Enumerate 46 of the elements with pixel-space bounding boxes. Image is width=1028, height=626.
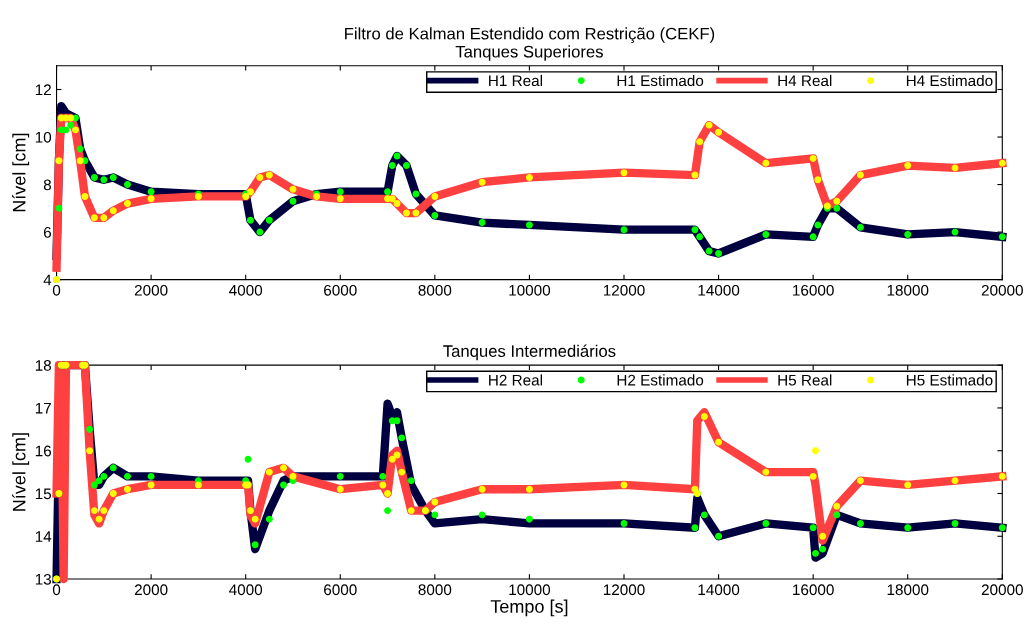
y-tick-label: 10 [35,131,52,143]
y-tick-label: 17 [35,402,51,414]
legend-label: H1 Real [489,74,543,87]
x-tick-label: 20000 [981,584,1023,596]
y-axis-title: Nível [cm] [12,433,30,511]
y-tick-label: 18 [35,360,52,371]
x-tick-label: 4000 [229,284,263,296]
x-tick-label: 0 [52,284,61,296]
y-axis-title: Nível [cm] [12,133,30,212]
x-tick-label: 10000 [509,284,551,296]
x-tick-label: 16000 [793,584,834,596]
x-tick-label: 12000 [603,284,645,296]
legend-label: H5 Estimado [906,374,993,386]
x-tick-label: 8000 [418,284,452,296]
legend-label: H1 Estimado [617,74,704,87]
x-tick-label: 14000 [698,284,740,296]
x-tick-label: 6000 [324,584,357,596]
x-tick-label: 10000 [509,584,551,596]
x-axis-title: Tempo [s] [490,599,568,617]
x-tick-label: 4000 [229,584,263,596]
x-tick-label: 20000 [981,284,1023,296]
legend-label: H2 Estimado [617,374,704,386]
legend-label: H4 Estimado [906,74,993,87]
x-tick-label: 16000 [793,284,834,296]
y-tick-label: 13 [35,573,52,585]
x-tick-label: 2000 [134,284,168,296]
y-tick-label: 16 [35,445,52,457]
legend-label: H4 Real [778,74,832,87]
y-tick-label: 8 [43,179,52,191]
x-tick-label: 8000 [418,584,452,596]
x-tick-label: 2000 [134,584,168,596]
legend-label: H5 Real [778,374,832,386]
y-tick-label: 4 [43,274,52,286]
x-tick-label: 6000 [324,284,357,296]
x-tick-label: 0 [52,584,61,596]
y-tick-label: 15 [35,488,52,500]
y-tick-label: 14 [35,531,52,542]
legend-label: H2 Real [489,374,543,386]
y-tick-label: 12 [35,84,51,96]
y-tick-label: 6 [43,226,52,238]
x-tick-label: 14000 [698,584,740,596]
x-tick-label: 12000 [603,584,645,596]
x-tick-label: 18000 [887,284,929,296]
x-tick-label: 18000 [887,584,929,596]
chart-title: Tanques Intermediários [443,344,616,361]
chart-title: Filtro de Kalman Estendido com Restrição (CEKF) Tanques Superiores [345,27,715,61]
